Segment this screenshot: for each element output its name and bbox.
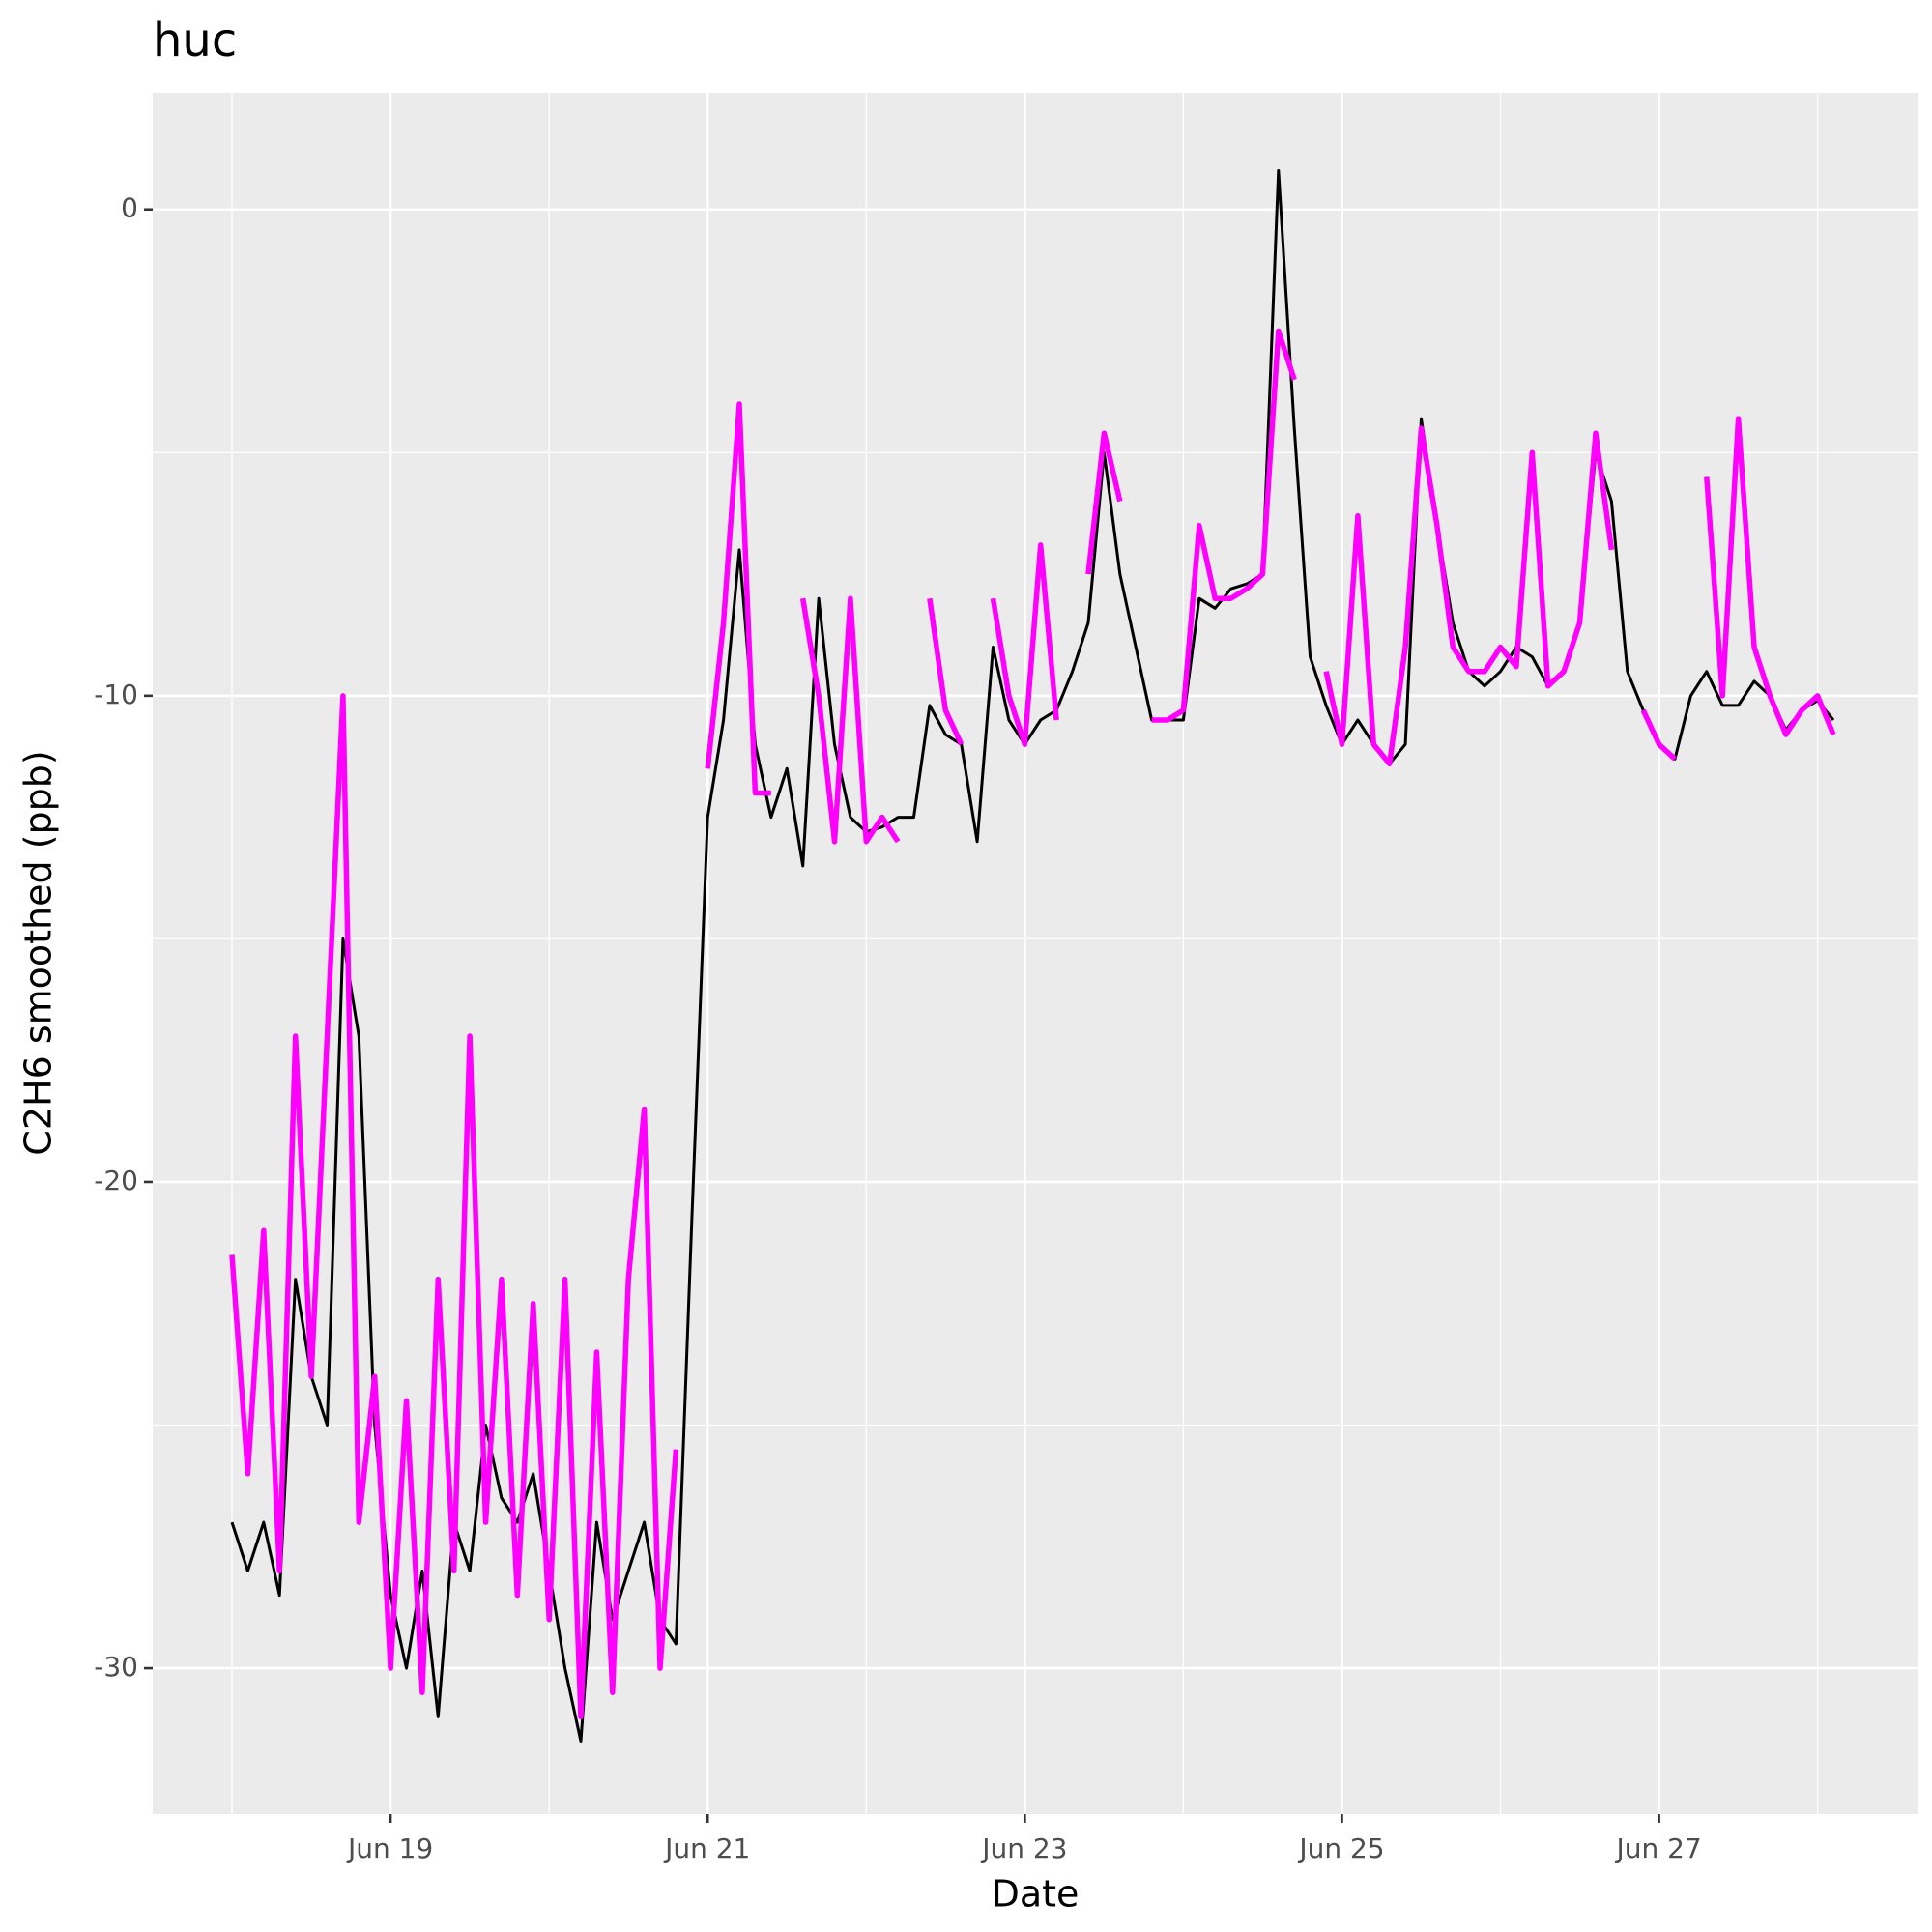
y-tick-label: 0 <box>121 192 138 224</box>
y-tick-label: -10 <box>94 678 138 710</box>
chart-title: huc <box>153 14 237 68</box>
x-tick-label: Jun 19 <box>346 1832 433 1864</box>
x-tick-label: Jun 25 <box>1297 1832 1384 1864</box>
lines <box>229 169 1836 1743</box>
x-axis-title: Date <box>992 1873 1080 1916</box>
data-line <box>229 328 1836 1720</box>
plot-panel <box>153 93 1918 1814</box>
x-tick-label: Jun 23 <box>980 1832 1067 1864</box>
y-tick-label: -30 <box>94 1651 138 1683</box>
y-axis-title: C2H6 smoothed (ppb) <box>17 750 60 1155</box>
x-tick-label: Jun 27 <box>1614 1832 1701 1864</box>
y-tick-label: -20 <box>94 1165 138 1197</box>
x-tick-label: Jun 21 <box>663 1832 750 1864</box>
grid <box>153 93 1918 1814</box>
